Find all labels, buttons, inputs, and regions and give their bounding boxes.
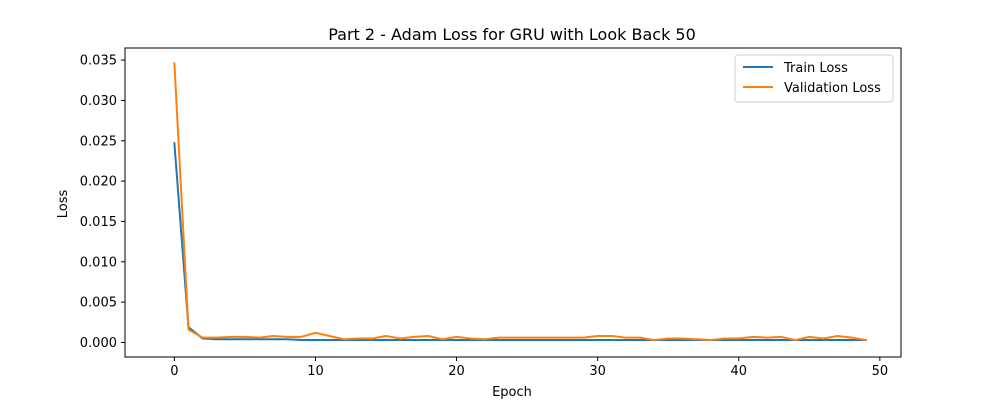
- series-line-train-loss: [173, 142, 867, 342]
- x-axis-label: Epoch: [492, 385, 532, 400]
- y-tick-label: 0.020: [80, 175, 117, 190]
- legend-label-validation-loss: Validation Loss: [784, 81, 881, 96]
- x-tick-label: 20: [448, 364, 465, 379]
- x-tick-label: 10: [307, 364, 324, 379]
- y-tick-label: 0.000: [80, 336, 117, 351]
- y-axis-ticks: 0.000 0.005 0.010 0.015 0.020 0.025 0.030 0.035: [80, 54, 125, 351]
- y-tick-label: 0.010: [80, 255, 117, 270]
- x-axis-ticks: 0 10 20 30 40 50: [170, 357, 888, 379]
- chart-title: Part 2 - Adam Loss for GRU with Look Bac…: [328, 25, 696, 44]
- y-tick-label: 0.025: [80, 134, 117, 149]
- x-tick-label: 40: [730, 364, 747, 379]
- series-line-validation-loss: [173, 62, 867, 342]
- y-tick-label: 0.030: [80, 94, 117, 109]
- legend: Train Loss Validation Loss: [734, 54, 894, 103]
- y-tick-label: 0.015: [80, 215, 117, 230]
- legend-label-train-loss: Train Loss: [783, 61, 848, 76]
- y-tick-label: 0.005: [80, 296, 117, 311]
- series-layer: [173, 62, 867, 342]
- y-tick-label: 0.035: [80, 54, 117, 69]
- x-tick-label: 0: [170, 364, 178, 379]
- x-tick-label: 50: [872, 364, 889, 379]
- legend-box: [734, 54, 894, 103]
- x-tick-label: 30: [589, 364, 606, 379]
- y-axis-label: Loss: [56, 190, 71, 219]
